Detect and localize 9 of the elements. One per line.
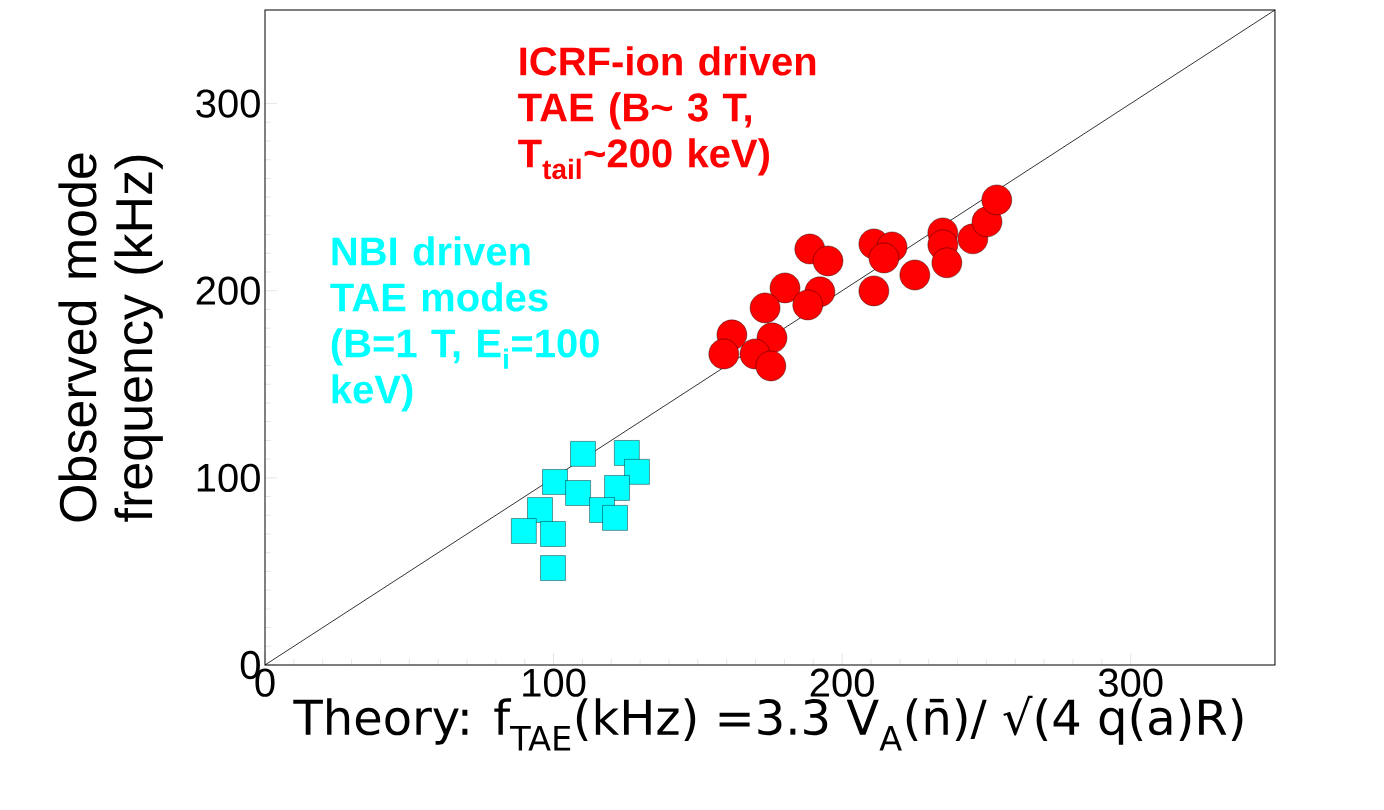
text: NBI driven TAE modes (B=1 T, E$_{i}$=100 keV) bbox=[330, 236, 599, 412]
series-label: ICRF-ion driven TAE (B~ 3 T, T$_{tail}$~200 keV) bbox=[518, 46, 816, 180]
y-tick-label: 100 bbox=[197, 463, 260, 493]
y-tick-label: 200 bbox=[196, 276, 260, 305]
x-tick-label: 200 bbox=[810, 668, 874, 697]
y-axis-title: Observed mode frequency (kHz) bbox=[58, 153, 163, 522]
x-tick-label: 300 bbox=[1098, 668, 1163, 697]
x-tick-label: 100 bbox=[523, 668, 586, 697]
y-tick-label: 300 bbox=[196, 89, 260, 118]
